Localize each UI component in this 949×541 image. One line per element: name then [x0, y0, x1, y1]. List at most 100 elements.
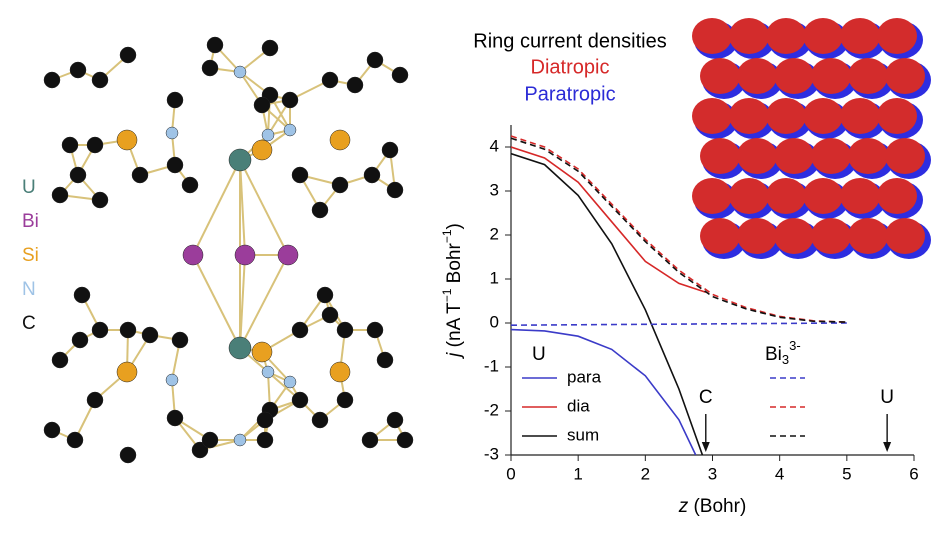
atom: [361, 431, 379, 449]
atom: [366, 51, 384, 69]
molecule-structure: [43, 36, 414, 464]
x-label-var: z: [678, 496, 689, 517]
element-label: U: [22, 177, 36, 198]
iso-blob: [729, 98, 769, 134]
atom: [261, 39, 279, 57]
atom: [71, 331, 89, 349]
bond: [192, 254, 241, 349]
atom: [201, 59, 219, 77]
atom: [251, 341, 273, 363]
arrow-head: [883, 442, 892, 452]
atom: [329, 361, 351, 383]
atom: [43, 71, 61, 89]
atom: [119, 446, 137, 464]
y-tick-label: 0: [490, 312, 499, 331]
iso-blob: [692, 178, 732, 214]
atom: [165, 126, 179, 140]
element-label: N: [22, 279, 36, 300]
x-tick-label: 5: [842, 464, 851, 483]
atom: [228, 336, 252, 360]
iso-blob: [811, 138, 851, 174]
atom: [386, 181, 404, 199]
annotation: C: [699, 387, 713, 408]
iso-blob: [811, 218, 851, 254]
atom: [336, 391, 354, 409]
atom: [166, 91, 184, 109]
iso-blob: [877, 178, 917, 214]
y-axis-label: j (nA T−1 Bohr−1): [440, 223, 465, 360]
y-tick-label: -1: [484, 356, 499, 375]
atom: [165, 373, 179, 387]
atom: [91, 191, 109, 209]
atom: [391, 66, 409, 84]
atom: [363, 166, 381, 184]
x-tick-label: 6: [909, 464, 918, 483]
element-label: C: [22, 313, 36, 334]
atom: [51, 186, 69, 204]
atom: [291, 321, 309, 339]
atom: [311, 201, 329, 219]
atom: [291, 166, 309, 184]
atom: [261, 128, 275, 142]
atom: [51, 351, 69, 369]
atom: [182, 244, 204, 266]
iso-blob: [885, 58, 925, 94]
atom: [234, 244, 256, 266]
iso-blob: [737, 218, 777, 254]
iso-blob: [692, 18, 732, 54]
element-label: Si: [22, 245, 39, 266]
atom: [233, 65, 247, 79]
atom: [376, 351, 394, 369]
element-label: Bi: [22, 211, 39, 232]
bond: [239, 254, 246, 349]
atom: [201, 431, 219, 449]
atom: [206, 36, 224, 54]
iso-blob: [729, 18, 769, 54]
legend-base: Bi: [765, 344, 782, 365]
atom: [251, 139, 273, 161]
atom: [181, 176, 199, 194]
iso-blob: [840, 18, 880, 54]
iso-blob: [803, 98, 843, 134]
atom: [283, 123, 297, 137]
atom: [329, 129, 351, 151]
y-tick-label: 3: [490, 180, 499, 199]
iso-blob: [692, 98, 732, 134]
atom: [311, 411, 329, 429]
atom: [69, 166, 87, 184]
atom: [86, 136, 104, 154]
iso-blob: [729, 178, 769, 214]
annotation: U: [880, 387, 894, 408]
atom: [253, 96, 271, 114]
iso-blob: [700, 58, 740, 94]
atom: [321, 306, 339, 324]
atom: [261, 365, 275, 379]
atom: [277, 244, 299, 266]
atom: [256, 411, 274, 429]
x-tick-label: 1: [573, 464, 582, 483]
atom: [321, 71, 339, 89]
x-tick-label: 2: [641, 464, 650, 483]
atom: [396, 431, 414, 449]
chart-title: Ring current densities: [473, 30, 666, 52]
atom: [91, 71, 109, 89]
iso-blob: [840, 178, 880, 214]
atom: [366, 321, 384, 339]
atom: [381, 141, 399, 159]
y-tick-label: 2: [490, 224, 499, 243]
bond: [192, 159, 241, 256]
chart-subtitle: Paratropic: [524, 83, 615, 105]
atom: [336, 321, 354, 339]
y-tick-label: 4: [490, 136, 499, 155]
atom: [43, 421, 61, 439]
iso-blob: [848, 218, 888, 254]
atom: [191, 441, 209, 459]
iso-blob: [766, 178, 806, 214]
bond: [239, 254, 289, 349]
legend-group-label: Bi33-: [765, 338, 801, 367]
y-tick-label: 1: [490, 268, 499, 287]
iso-blob: [803, 178, 843, 214]
y-label-part: Bohr: [444, 243, 465, 289]
atom: [171, 331, 189, 349]
iso-blob: [848, 138, 888, 174]
